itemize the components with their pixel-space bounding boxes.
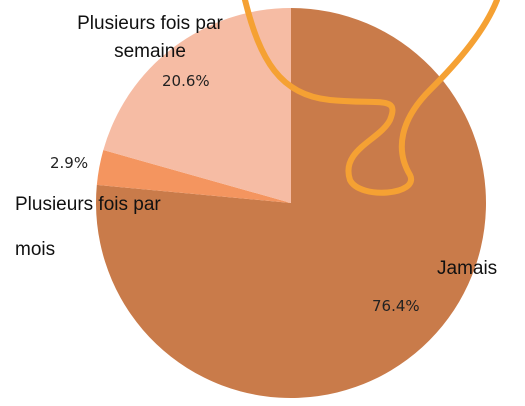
squiggle [242,0,500,196]
slice-label: Jamais [437,258,498,279]
slice-label: Plusieurs fois par semaine [77,13,223,62]
value-label: 2.9% [50,154,89,172]
value-label: 20.6% [162,72,210,90]
value-label: 76.4% [372,297,420,315]
slice-label: Plusieurs fois par mois [15,194,161,260]
pie-slice [96,150,292,203]
pie-slice [103,8,291,203]
